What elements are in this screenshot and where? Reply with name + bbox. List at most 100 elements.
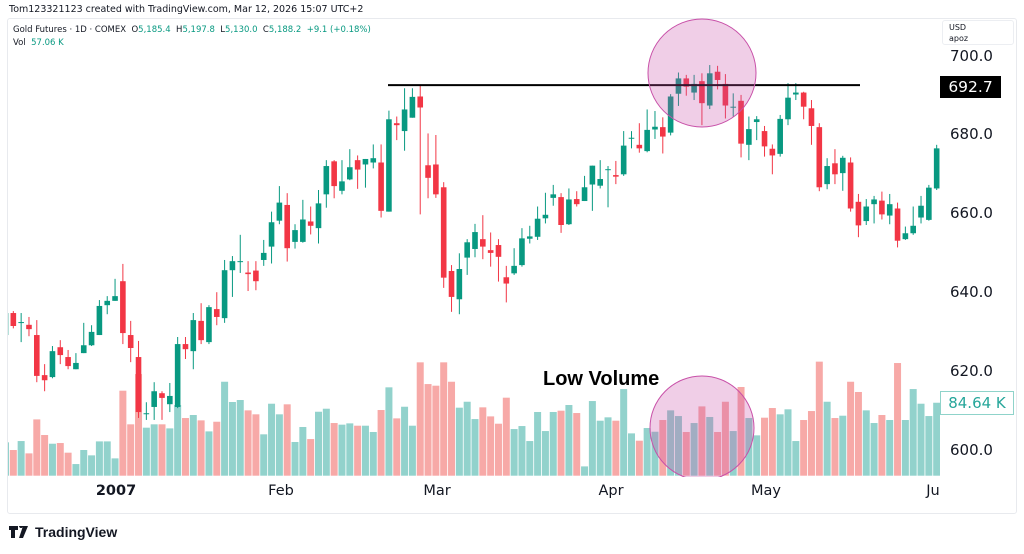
candle-down[interactable]: [847, 157, 854, 212]
candle-up[interactable]: [104, 296, 111, 315]
candle-up[interactable]: [386, 110, 392, 212]
candle-down[interactable]: [448, 265, 455, 312]
candle-down[interactable]: [10, 311, 17, 329]
candle-down[interactable]: [699, 73, 705, 126]
candle-down[interactable]: [722, 74, 729, 119]
candle-up[interactable]: [597, 160, 603, 189]
candle-up[interactable]: [49, 346, 56, 379]
candle-up[interactable]: [190, 313, 197, 370]
candle-down[interactable]: [182, 337, 189, 360]
candle-up[interactable]: [18, 313, 24, 343]
candle-down[interactable]: [808, 100, 815, 145]
candle-up[interactable]: [511, 248, 517, 275]
candle-down[interactable]: [26, 316, 32, 337]
candle-up[interactable]: [886, 193, 893, 225]
tradingview-logo[interactable]: TradingView: [9, 524, 117, 540]
candle-up[interactable]: [706, 65, 713, 110]
candle-up[interactable]: [260, 239, 267, 266]
candle-down[interactable]: [127, 320, 134, 363]
candle-up[interactable]: [472, 223, 478, 258]
candle-down[interactable]: [769, 144, 776, 175]
candle-down[interactable]: [417, 85, 424, 215]
candle-up[interactable]: [237, 234, 244, 273]
candle-down[interactable]: [832, 149, 838, 185]
candle-up[interactable]: [620, 131, 627, 176]
candle-up[interactable]: [863, 199, 870, 225]
candle-up[interactable]: [221, 259, 228, 323]
candle-up[interactable]: [96, 300, 103, 336]
candle-up[interactable]: [730, 93, 737, 117]
candle-up[interactable]: [902, 226, 909, 240]
candle-up[interactable]: [918, 195, 924, 224]
candle-down[interactable]: [245, 261, 251, 292]
candle-down[interactable]: [800, 91, 807, 120]
candle-up[interactable]: [933, 144, 940, 191]
scale-mode-label[interactable]: apoz: [949, 34, 969, 43]
candle-down[interactable]: [440, 182, 447, 288]
candle-down[interactable]: [636, 123, 643, 153]
candle-up[interactable]: [3, 313, 9, 336]
candle-up[interactable]: [566, 188, 572, 225]
volume-highlight-circle[interactable]: [649, 375, 755, 480]
candle-up[interactable]: [174, 337, 181, 409]
candle-down[interactable]: [503, 265, 510, 303]
candle-up[interactable]: [292, 224, 298, 249]
candle-down[interactable]: [41, 364, 48, 392]
candle-up[interactable]: [605, 166, 611, 208]
candle-up[interactable]: [151, 382, 157, 420]
candle-up[interactable]: [839, 155, 846, 191]
candle-up[interactable]: [628, 131, 635, 149]
candle-up[interactable]: [88, 325, 95, 347]
candle-up[interactable]: [926, 184, 932, 221]
candle-up[interactable]: [229, 256, 236, 297]
candle-up[interactable]: [347, 149, 353, 181]
candle-up[interactable]: [167, 382, 173, 413]
candle-up[interactable]: [370, 144, 377, 169]
candle-up[interactable]: [644, 109, 650, 153]
candle-down[interactable]: [558, 193, 564, 233]
candle-down[interactable]: [34, 320, 40, 383]
candle-up[interactable]: [652, 111, 658, 139]
candle-up[interactable]: [542, 192, 549, 224]
candle-down[interactable]: [159, 391, 165, 420]
low-volume-annotation[interactable]: Low Volume: [543, 368, 660, 390]
candle-up[interactable]: [268, 211, 275, 264]
candle-down[interactable]: [198, 303, 204, 345]
candle-up[interactable]: [824, 158, 830, 190]
candle-up[interactable]: [753, 116, 760, 141]
candle-up[interactable]: [80, 322, 87, 354]
candle-up[interactable]: [746, 116, 752, 161]
candle-up[interactable]: [589, 165, 596, 211]
candle-up[interactable]: [315, 190, 322, 244]
candle-down[interactable]: [425, 133, 431, 199]
candle-down[interactable]: [573, 191, 580, 207]
candle-up[interactable]: [519, 228, 525, 267]
candle-down[interactable]: [660, 117, 666, 154]
candle-down[interactable]: [613, 160, 619, 185]
scale-options[interactable]: USD apoz: [942, 20, 1014, 45]
candle-up[interactable]: [456, 253, 463, 315]
candle-up[interactable]: [112, 278, 118, 301]
candle-up[interactable]: [871, 195, 877, 224]
candle-up[interactable]: [550, 184, 557, 206]
candle-down[interactable]: [331, 160, 337, 199]
candle-up[interactable]: [401, 88, 408, 151]
candle-down[interactable]: [738, 94, 744, 158]
candle-up[interactable]: [534, 206, 541, 240]
candle-up[interactable]: [581, 175, 588, 202]
candle-up[interactable]: [339, 160, 345, 195]
candle-up[interactable]: [667, 94, 674, 136]
candle-down[interactable]: [495, 239, 502, 282]
candle-up[interactable]: [73, 353, 79, 370]
candle-up[interactable]: [276, 186, 283, 225]
candle-down[interactable]: [393, 116, 400, 141]
top-highlight-circle[interactable]: [647, 18, 757, 128]
candle-up[interactable]: [206, 305, 212, 345]
candle-down[interactable]: [307, 206, 314, 235]
candle-down[interactable]: [354, 155, 361, 189]
candle-down[interactable]: [816, 123, 823, 192]
candle-down[interactable]: [487, 232, 494, 267]
candle-down[interactable]: [378, 144, 384, 218]
candle-down[interactable]: [135, 340, 142, 418]
